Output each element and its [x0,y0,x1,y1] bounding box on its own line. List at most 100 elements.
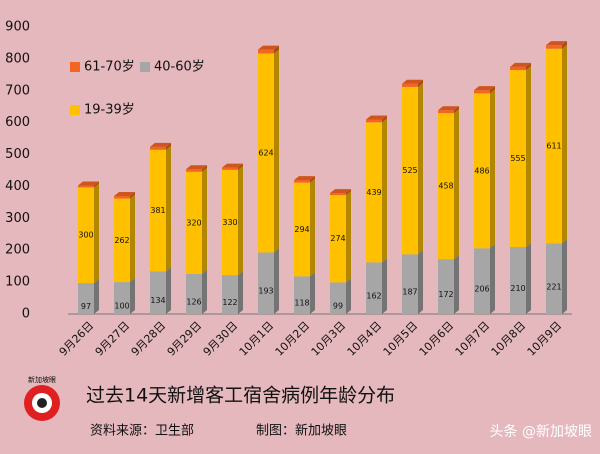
y-tick-label: 500 [5,147,30,162]
bar-side [490,86,495,94]
legend-swatch [140,62,150,72]
bar-side [526,62,531,71]
y-tick-label: 800 [5,51,30,66]
value-label: 439 [366,188,381,197]
bar [474,93,490,249]
value-label: 320 [186,218,201,227]
bar [114,282,130,314]
bar [546,45,562,49]
bar-side [562,41,567,49]
bar-side [346,278,351,314]
bar [510,66,526,71]
legend-label: 19-39岁 [84,103,135,118]
value-label: 624 [258,148,273,157]
bar-top [510,62,531,67]
bar-side [526,66,531,248]
y-tick-label: 100 [5,275,30,290]
value-label: 210 [510,284,525,293]
bar-top [546,41,567,46]
bar [546,48,562,244]
bar [402,86,418,255]
bar-top [222,163,243,168]
legend-label: 40-60岁 [154,60,205,75]
bar-side [310,176,315,183]
value-label: 221 [546,282,561,291]
bar-side [166,142,171,150]
bar-side [130,278,135,314]
y-tick-label: 900 [5,20,30,35]
bar-side [382,258,387,314]
bar [546,243,562,314]
logo-text: 新加坡眼 [28,375,56,384]
value-label: 555 [510,154,525,163]
value-label: 274 [330,234,345,243]
bar [186,169,202,172]
value-label: 118 [294,299,309,308]
value-label: 294 [294,225,309,234]
bar-side [490,244,495,314]
bar [510,247,526,314]
bar [258,252,274,314]
bar-side [130,194,135,283]
bar-top [294,176,315,181]
bar [474,248,490,314]
y-tick-label: 300 [5,211,30,226]
value-label: 381 [150,206,165,215]
bar-top [186,165,207,170]
bar [78,185,94,188]
bar [294,180,310,183]
value-label: 172 [438,290,453,299]
bar [438,259,454,314]
y-tick-label: 400 [5,179,30,194]
bar-side [94,181,99,188]
bar [402,83,418,87]
bar-side [382,115,387,123]
value-label: 134 [150,296,165,305]
value-label: 486 [474,166,489,175]
bar-side [202,165,207,172]
bar-side [454,255,459,314]
bar [510,70,526,248]
bar-side [346,191,351,283]
legend-label: 61-70岁 [84,60,135,75]
bar [366,122,382,263]
bar [402,254,418,314]
bar [150,271,166,314]
bar [150,149,166,272]
bar-top [78,181,99,186]
bar [258,49,274,54]
bar-top [438,106,459,111]
bar-side [454,109,459,260]
bar-top [330,189,351,194]
bar [366,262,382,314]
bar [114,196,130,199]
value-label: 193 [258,287,273,296]
bar [330,193,346,196]
bar-top [258,45,279,50]
watermark: 头条 @新加坡眼 [490,423,592,440]
bar-top [366,115,387,120]
source: 资料来源：卫生部 [90,424,194,439]
bar-side [274,248,279,314]
bar-top [402,79,423,84]
y-tick-label: 200 [5,243,30,258]
bar-top [114,192,135,197]
value-label: 262 [114,236,129,245]
y-tick-label: 600 [5,115,30,130]
value-label: 330 [222,218,237,227]
bar-side [238,165,243,276]
bar [474,90,490,94]
bar-side [274,49,279,253]
bar-side [454,106,459,114]
bar-side [382,118,387,263]
bar [294,276,310,314]
bar-side [94,279,99,314]
value-label: 206 [474,285,489,294]
bar-top [150,142,171,147]
bar-side [418,82,423,255]
credit: 制图：新加坡眼 [256,423,347,439]
bar-side [418,250,423,314]
y-tick-label: 700 [5,83,30,98]
bar [222,169,238,276]
bar-top [474,86,495,91]
